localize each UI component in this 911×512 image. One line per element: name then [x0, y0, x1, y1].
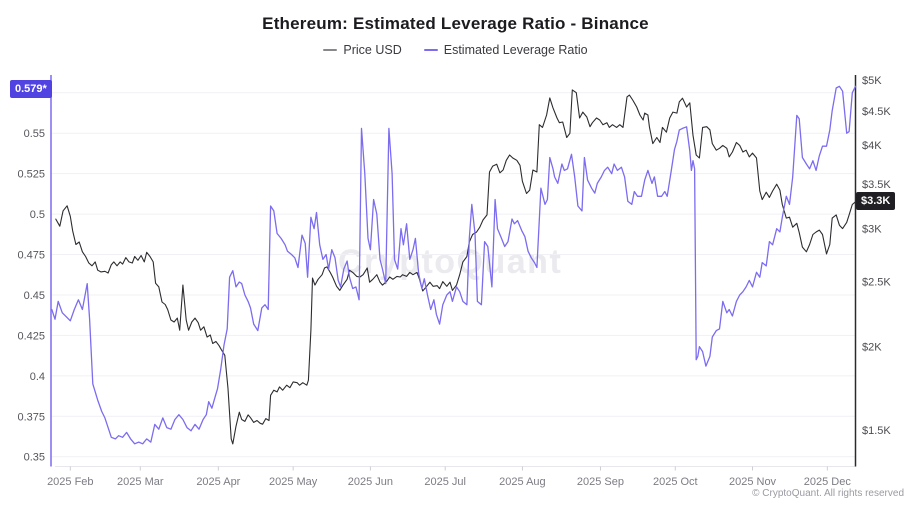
- y-right-tick-label: $1.5K: [862, 425, 891, 437]
- y-left-tick-label: 0.375: [17, 411, 45, 423]
- legend-label-price-usd: Price USD: [343, 43, 402, 57]
- price-usd-line-swatch: [323, 49, 338, 51]
- series-line-price-usd[interactable]: [55, 89, 857, 445]
- legend-item-price-usd[interactable]: Price USD: [323, 43, 402, 57]
- series-line-estimated-leverage-ratio[interactable]: [51, 85, 857, 445]
- price-last-value-badge: $3.3K: [856, 192, 896, 211]
- cryptoquant-watermark: CryptoQuant: [338, 243, 563, 281]
- x-axis-label: 2025 May: [269, 476, 318, 488]
- y-right-tick-label: $3K: [862, 224, 882, 236]
- x-axis-label: 2025 Apr: [196, 476, 240, 488]
- y-right-tick-label: $2K: [862, 341, 882, 353]
- x-axis-label: 2025 Feb: [47, 476, 93, 488]
- leverage-last-value-badge: 0.579*: [10, 80, 52, 99]
- y-right-tick-label: $3.5K: [862, 179, 891, 191]
- copyright-notice: © CryptoQuant. All rights reserved: [752, 488, 904, 499]
- y-left-tick-label: 0.425: [17, 330, 45, 342]
- y-left-tick-label: 0.5: [30, 209, 45, 221]
- y-right-tick-label: $4.5K: [862, 106, 891, 118]
- x-axis-label: 2025 Nov: [729, 476, 777, 488]
- y-left-tick-label: 0.45: [24, 290, 45, 302]
- leverage-ratio-line-swatch: [423, 49, 438, 51]
- y-right-tick-label: $5K: [862, 75, 882, 87]
- y-left-tick-label: 0.475: [17, 250, 45, 262]
- y-left-tick-label: 0.55: [24, 128, 45, 140]
- x-axis-label: 2025 Oct: [653, 476, 698, 488]
- x-axis-label: 2025 Aug: [499, 476, 546, 488]
- y-right-tick-label: $2.5K: [862, 277, 891, 289]
- x-axis-label: 2025 Sep: [577, 476, 624, 488]
- x-axis-label: 2025 Dec: [804, 476, 852, 488]
- legend-item-leverage-ratio[interactable]: Estimated Leverage Ratio: [423, 43, 588, 57]
- legend: Price USD Estimated Leverage Ratio: [0, 43, 911, 57]
- y-left-tick-label: 0.525: [17, 169, 45, 181]
- x-axis-label: 2025 Jul: [424, 476, 466, 488]
- x-axis-label: 2025 Jun: [348, 476, 393, 488]
- chart-title: Ethereum: Estimated Leverage Ratio - Bin…: [262, 14, 649, 33]
- legend-label-leverage-ratio: Estimated Leverage Ratio: [443, 43, 588, 57]
- y-right-tick-label: $4K: [862, 140, 882, 152]
- y-left-tick-label: 0.35: [24, 452, 45, 464]
- x-axis-label: 2025 Mar: [117, 476, 164, 488]
- y-left-tick-label: 0.4: [30, 371, 45, 383]
